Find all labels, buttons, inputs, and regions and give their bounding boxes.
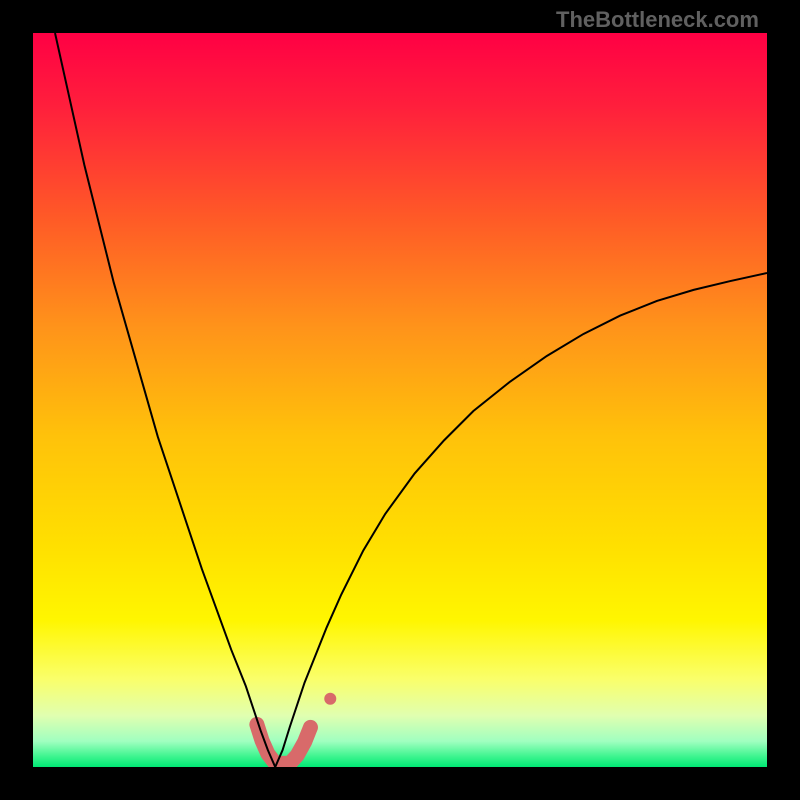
highlight-extra-dot bbox=[324, 693, 336, 705]
chart-container: TheBottleneck.com bbox=[0, 0, 800, 800]
plot-area bbox=[33, 33, 767, 767]
watermark-text: TheBottleneck.com bbox=[556, 7, 759, 33]
plot-svg bbox=[33, 33, 767, 767]
gradient-background bbox=[33, 33, 767, 767]
